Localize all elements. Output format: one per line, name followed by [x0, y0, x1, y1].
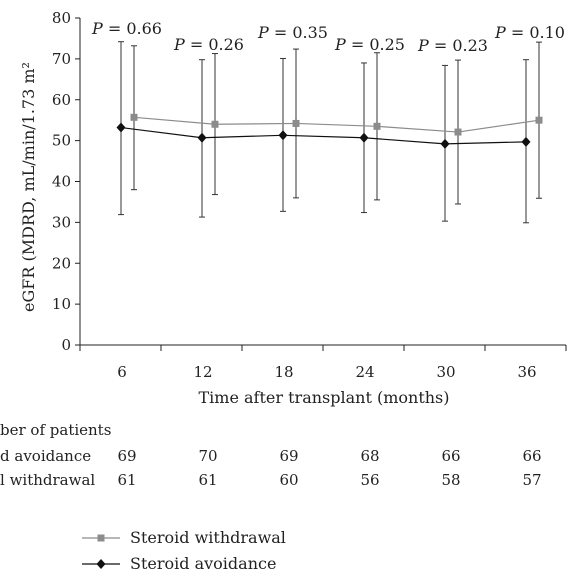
x-tick-label: 24: [355, 363, 374, 381]
y-tick-label: 0: [61, 336, 71, 354]
x-axis-label: Time after transplant (months): [199, 388, 450, 407]
x-tick-label: 6: [117, 363, 127, 381]
patients-count: 68: [360, 447, 379, 465]
data-point-diamond: [197, 132, 207, 143]
patients-count: 66: [441, 447, 460, 465]
y-tick-label: 40: [52, 173, 71, 191]
y-tick-label: 80: [52, 9, 71, 27]
y-tick-labels: 0 10 20 30 40 50 60 70 80: [52, 9, 71, 354]
x-tick-label: 12: [193, 363, 212, 381]
p-value-label: P = 0.25: [334, 35, 405, 54]
patients-count: 61: [117, 471, 136, 489]
data-point-diamond: [440, 138, 450, 149]
legend: Steroid withdrawal Steroid avoidance: [82, 528, 286, 573]
y-axis-label: eGFR (MDRD, mL/min/1.73 m²: [19, 62, 38, 312]
patients-count: 60: [279, 471, 298, 489]
data-point-diamond: [278, 130, 288, 141]
patients-table-header: ber of patients: [0, 421, 111, 439]
legend-marker-square: [97, 534, 105, 542]
y-tick-label: 20: [52, 254, 71, 272]
y-tick-label: 60: [52, 91, 71, 109]
patients-count: 61: [198, 471, 217, 489]
data-point-square: [373, 122, 381, 130]
data-point-square: [211, 120, 219, 128]
p-value-label: P = 0.66: [91, 19, 162, 38]
y-tick-label: 10: [52, 295, 71, 313]
p-value-annotations: P = 0.66 P = 0.26 P = 0.35 P = 0.25 P = 0.23…: [91, 19, 565, 55]
axes: [75, 17, 567, 351]
legend-label: Steroid avoidance: [130, 554, 276, 573]
data-point-diamond: [359, 132, 369, 143]
error-bars: [118, 41, 542, 224]
patients-row-label: l withdrawal: [0, 471, 95, 489]
patients-table: ber of patients d avoidance 69 70 69 68 66 66 l …: [0, 421, 542, 489]
data-point-square: [535, 116, 543, 124]
patients-count: 66: [522, 447, 541, 465]
x-tick-label: 30: [436, 363, 455, 381]
p-value-label: P = 0.10: [494, 23, 565, 42]
data-point-square: [130, 113, 138, 121]
patients-count: 56: [360, 471, 379, 489]
p-value-label: P = 0.26: [173, 35, 244, 54]
data-point-diamond: [116, 122, 126, 133]
patients-count: 69: [279, 447, 298, 465]
x-tick-labels: 6 12 18 24 30 36: [117, 363, 536, 381]
data-point-square: [454, 128, 462, 136]
series-line: [120, 126, 527, 145]
series-markers: [116, 113, 543, 149]
series-lines: [120, 116, 540, 145]
y-tick-label: 30: [52, 213, 71, 231]
data-point-square: [292, 119, 300, 127]
p-value-label: P = 0.35: [257, 23, 328, 42]
y-tick-label: 70: [52, 50, 71, 68]
series-line: [133, 116, 540, 133]
legend-label: Steroid withdrawal: [130, 528, 286, 547]
y-tick-label: 50: [52, 132, 71, 150]
x-tick-label: 18: [274, 363, 293, 381]
data-point-diamond: [521, 136, 531, 147]
patients-count: 57: [522, 471, 541, 489]
x-tick-label: 36: [517, 363, 536, 381]
p-value-label: P = 0.23: [417, 36, 488, 55]
patients-count: 69: [117, 447, 136, 465]
patients-count: 70: [198, 447, 217, 465]
legend-marker-diamond: [96, 559, 106, 569]
patients-count: 58: [441, 471, 460, 489]
patients-row-label: d avoidance: [0, 447, 91, 465]
